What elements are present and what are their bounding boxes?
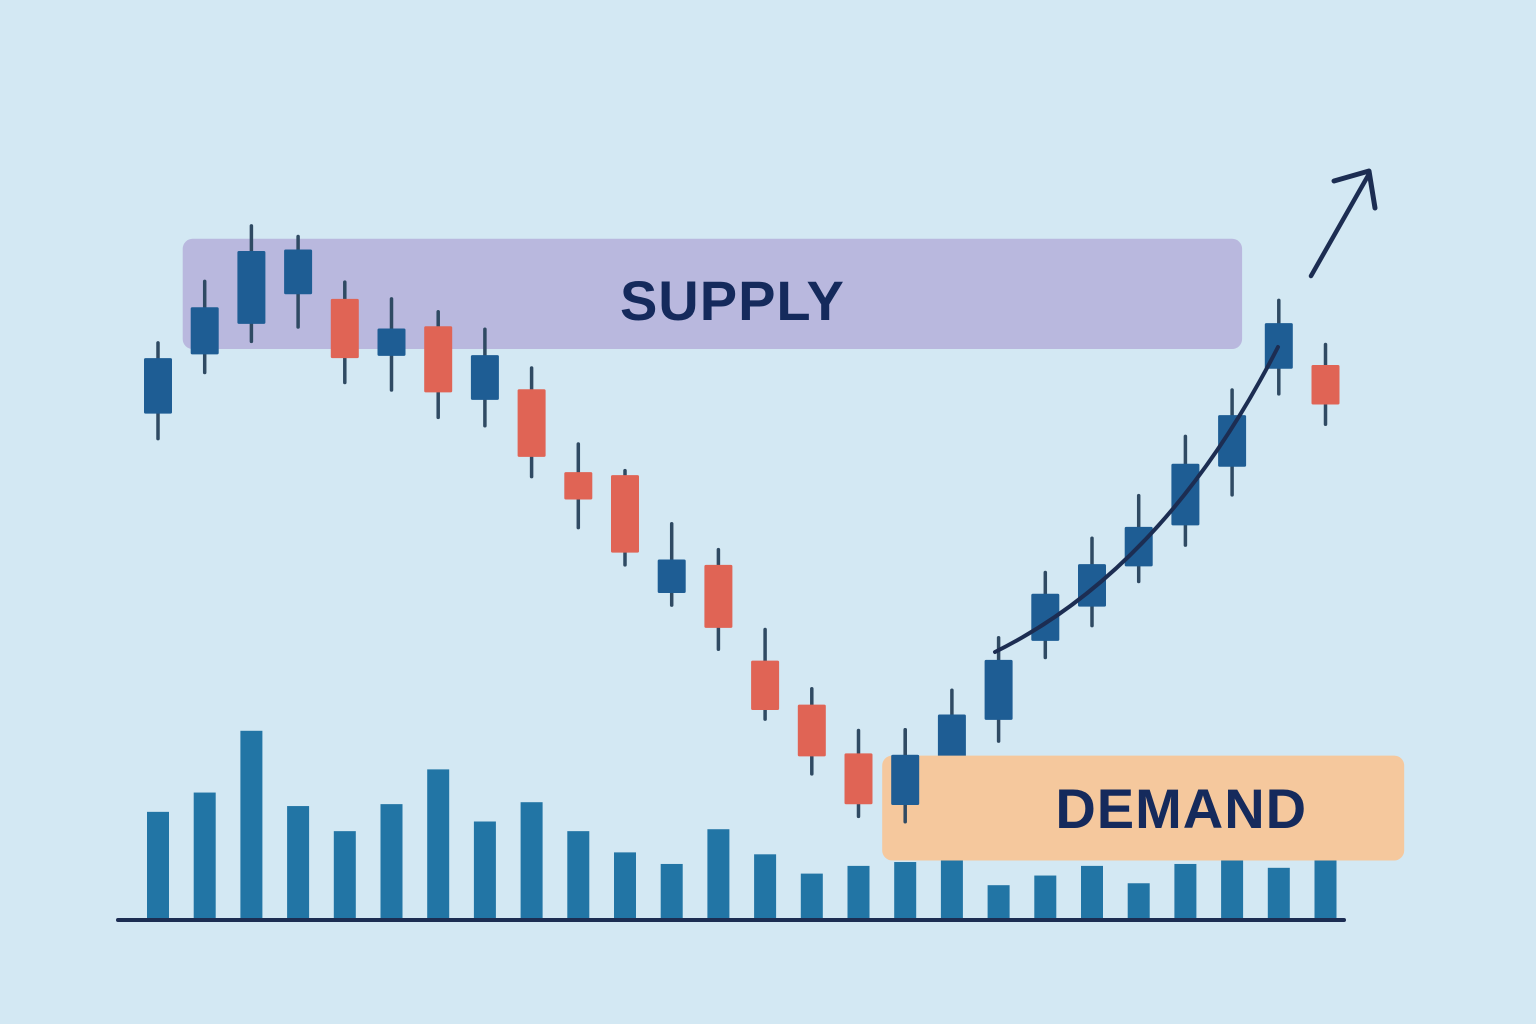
candle-body [611, 475, 639, 553]
volume-bar [987, 885, 1010, 918]
candle-body [657, 559, 686, 593]
demand-zone-label: DEMAND [1055, 777, 1307, 840]
candle [424, 310, 453, 420]
volume-bar [380, 804, 403, 918]
volume-bar [1034, 875, 1057, 918]
volume-bar [147, 811, 169, 918]
candle-body [424, 326, 453, 393]
trend-arrow-curve [993, 345, 1280, 654]
candle-body [704, 564, 733, 628]
volume-bar [754, 854, 777, 918]
candle [190, 279, 219, 375]
candle-body [377, 328, 406, 356]
candle [844, 728, 873, 819]
candle [564, 442, 593, 530]
demand-layer: DEMAND [882, 728, 1405, 861]
volume-bar [1314, 846, 1337, 918]
candle [284, 234, 313, 329]
candle [704, 547, 733, 651]
candle-body [1218, 415, 1247, 467]
volume-bar [940, 844, 963, 918]
candle-body [237, 250, 266, 324]
volume-bar [287, 806, 310, 918]
volume-bar [193, 792, 216, 918]
candle [517, 366, 546, 479]
candle [984, 636, 1013, 743]
zones-layer: SUPPLY [182, 238, 1243, 349]
candle-body [470, 355, 499, 400]
candle-body [330, 298, 359, 359]
volume-bar [1221, 848, 1244, 918]
arrow-head-icon [1331, 168, 1378, 211]
candle [1311, 342, 1340, 426]
candles-layer [144, 224, 1340, 824]
volume-bar [614, 852, 636, 918]
candle-body [984, 659, 1013, 720]
volume-bar [1267, 867, 1290, 918]
volume-bar [1081, 865, 1103, 918]
candle-body [797, 704, 826, 757]
trend-arrow-line [1308, 171, 1372, 279]
volume-bar [847, 865, 870, 918]
volume-bar [800, 873, 823, 918]
candle-body [937, 714, 966, 764]
candle-body [284, 249, 313, 295]
volume-bar [333, 831, 356, 918]
trend-arrow [993, 168, 1378, 654]
candle-body [1078, 564, 1106, 607]
candle [1218, 388, 1247, 497]
volume-bar [520, 802, 543, 918]
candle [611, 468, 639, 567]
supply-zone-label: SUPPLY [620, 269, 845, 332]
candle-body [751, 660, 780, 710]
volume-bar [427, 769, 450, 918]
candle-body [190, 307, 219, 355]
candle [144, 341, 172, 441]
volume-bar [1127, 883, 1150, 918]
volume-bar [660, 863, 683, 918]
volume-bar [240, 730, 263, 918]
demand-zone [882, 755, 1405, 861]
candle [470, 327, 499, 428]
volume-bar [473, 821, 496, 918]
candle-body [844, 753, 873, 805]
candle [377, 297, 406, 392]
candle [797, 686, 826, 776]
volume-bar [707, 829, 730, 918]
candle-body [564, 472, 593, 500]
volume-bar [567, 831, 590, 918]
candle-body [891, 754, 920, 805]
candle-body [144, 358, 172, 414]
candle [330, 280, 359, 385]
supply-zone [182, 238, 1243, 349]
candle [237, 224, 266, 344]
candle [751, 627, 780, 721]
candle-body [517, 389, 546, 457]
candle-body [1311, 364, 1340, 405]
volume-bar [894, 862, 917, 918]
candle [657, 522, 686, 607]
volume-layer [147, 730, 1337, 918]
candle [891, 728, 920, 824]
volume-bar [1174, 863, 1197, 918]
